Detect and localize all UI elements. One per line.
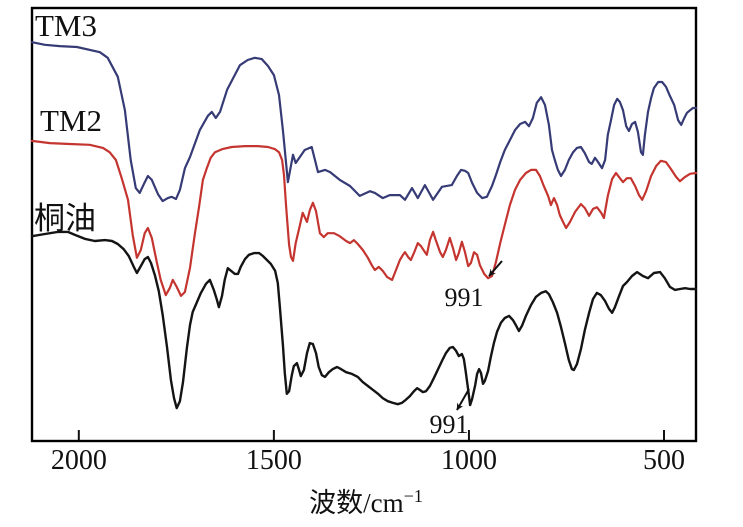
x-axis-title-base: 波数/cm (309, 488, 404, 518)
x-tick-label-500: 500 (643, 445, 685, 476)
x-axis-title-exponent: −1 (403, 486, 423, 506)
x-tick-label-1000: 1000 (440, 445, 497, 476)
annotation-label-1: 991 (429, 410, 469, 439)
annotation-arrow-0 (488, 260, 503, 277)
curve-label-tm3: TM3 (35, 8, 97, 43)
curve-label-tungoil: 桐油 (34, 201, 96, 236)
spectrum-curve-tungoil (30, 230, 698, 410)
x-tick-label-2000: 2000 (50, 445, 107, 476)
x-tick-label-1500: 1500 (245, 445, 302, 476)
spectrum-curve-tm2 (30, 139, 698, 297)
annotation-arrow-1 (456, 388, 470, 411)
curve-label-tm2: TM2 (40, 103, 102, 138)
annotation-label-0: 991 (444, 283, 484, 312)
plot-frame (30, 6, 698, 443)
spectrum-curve-tm3 (30, 41, 698, 203)
x-axis-title: 波数/cm−1 (309, 487, 423, 517)
